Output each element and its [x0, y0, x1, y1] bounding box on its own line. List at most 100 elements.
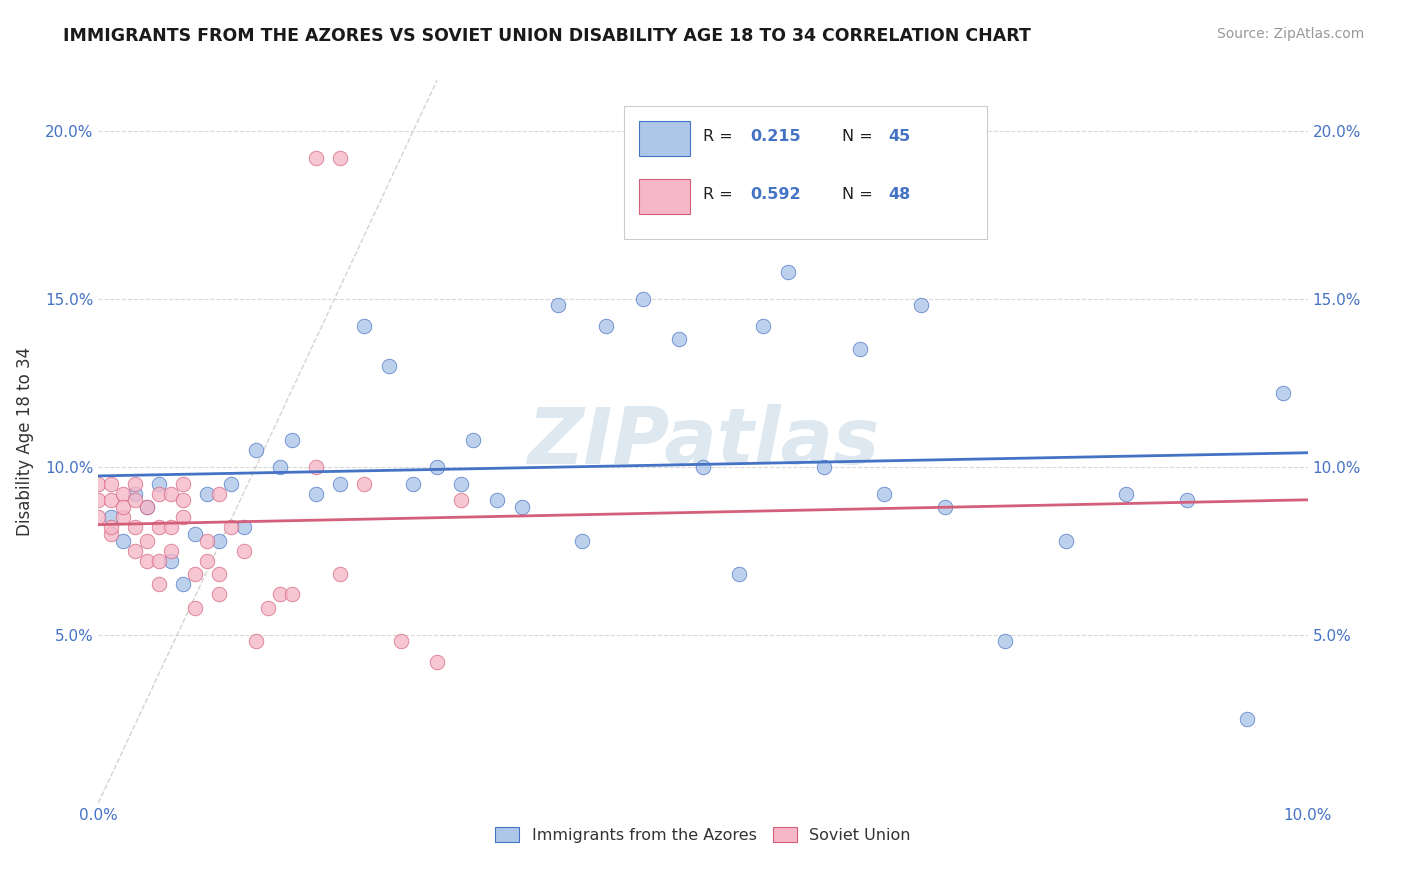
- Point: [426, 459, 449, 474]
- Point: [269, 459, 291, 474]
- Point: [595, 318, 617, 333]
- Point: [1272, 385, 1295, 400]
- Point: [1115, 486, 1137, 500]
- Point: [752, 318, 775, 333]
- Text: Source: ZipAtlas.com: Source: ZipAtlas.com: [1216, 27, 1364, 41]
- Point: [172, 577, 194, 591]
- Point: [208, 486, 231, 500]
- Point: [281, 587, 304, 601]
- Legend: Immigrants from the Azores, Soviet Union: Immigrants from the Azores, Soviet Union: [489, 820, 917, 849]
- Point: [450, 493, 472, 508]
- Text: 0.592: 0.592: [751, 187, 801, 202]
- Point: [87, 493, 110, 508]
- Point: [208, 533, 231, 548]
- Point: [87, 510, 110, 524]
- Text: IMMIGRANTS FROM THE AZORES VS SOVIET UNION DISABILITY AGE 18 TO 34 CORRELATION C: IMMIGRANTS FROM THE AZORES VS SOVIET UNI…: [63, 27, 1031, 45]
- Text: 0.215: 0.215: [751, 129, 801, 145]
- Point: [329, 151, 352, 165]
- Point: [100, 493, 122, 508]
- Point: [208, 587, 231, 601]
- Point: [692, 459, 714, 474]
- Point: [849, 342, 872, 356]
- Point: [184, 600, 207, 615]
- Point: [353, 476, 375, 491]
- Text: N =: N =: [842, 187, 877, 202]
- Point: [195, 533, 218, 548]
- Point: [160, 486, 183, 500]
- Point: [184, 567, 207, 582]
- Point: [124, 520, 146, 534]
- Point: [100, 520, 122, 534]
- Point: [232, 520, 254, 534]
- Point: [353, 318, 375, 333]
- Text: R =: R =: [703, 129, 738, 145]
- Point: [994, 634, 1017, 648]
- Point: [160, 554, 183, 568]
- Point: [100, 527, 122, 541]
- Point: [329, 476, 352, 491]
- FancyBboxPatch shape: [638, 121, 690, 156]
- Point: [148, 486, 170, 500]
- Point: [148, 577, 170, 591]
- Point: [221, 520, 243, 534]
- Point: [111, 533, 134, 548]
- Point: [256, 600, 278, 615]
- Point: [195, 554, 218, 568]
- Point: [910, 298, 932, 312]
- Point: [873, 486, 896, 500]
- Point: [510, 500, 533, 514]
- Y-axis label: Disability Age 18 to 34: Disability Age 18 to 34: [15, 347, 34, 536]
- Text: ZIPatlas: ZIPatlas: [527, 403, 879, 480]
- Point: [148, 520, 170, 534]
- Point: [571, 533, 593, 548]
- Point: [813, 459, 835, 474]
- Point: [305, 151, 328, 165]
- Point: [172, 510, 194, 524]
- Point: [111, 500, 134, 514]
- Point: [124, 476, 146, 491]
- Point: [463, 433, 485, 447]
- Point: [728, 567, 751, 582]
- Point: [195, 486, 218, 500]
- Point: [100, 510, 122, 524]
- Point: [402, 476, 425, 491]
- Point: [232, 543, 254, 558]
- Point: [631, 292, 654, 306]
- Point: [148, 476, 170, 491]
- Point: [160, 543, 183, 558]
- Point: [426, 655, 449, 669]
- Point: [245, 634, 267, 648]
- Point: [245, 442, 267, 457]
- Point: [208, 567, 231, 582]
- Point: [172, 493, 194, 508]
- Point: [221, 476, 243, 491]
- Point: [124, 493, 146, 508]
- FancyBboxPatch shape: [638, 179, 690, 214]
- Text: R =: R =: [703, 187, 738, 202]
- Point: [87, 476, 110, 491]
- Point: [148, 554, 170, 568]
- FancyBboxPatch shape: [624, 105, 987, 239]
- Point: [305, 486, 328, 500]
- Point: [377, 359, 399, 373]
- Point: [486, 493, 509, 508]
- Point: [160, 520, 183, 534]
- Point: [281, 433, 304, 447]
- Point: [172, 476, 194, 491]
- Point: [135, 533, 157, 548]
- Point: [111, 486, 134, 500]
- Point: [934, 500, 956, 514]
- Point: [1054, 533, 1077, 548]
- Point: [776, 265, 799, 279]
- Point: [100, 476, 122, 491]
- Point: [135, 500, 157, 514]
- Point: [1175, 493, 1198, 508]
- Point: [668, 332, 690, 346]
- Point: [124, 543, 146, 558]
- Point: [111, 510, 134, 524]
- Point: [329, 567, 352, 582]
- Point: [305, 459, 328, 474]
- Text: 45: 45: [889, 129, 910, 145]
- Point: [269, 587, 291, 601]
- Point: [135, 500, 157, 514]
